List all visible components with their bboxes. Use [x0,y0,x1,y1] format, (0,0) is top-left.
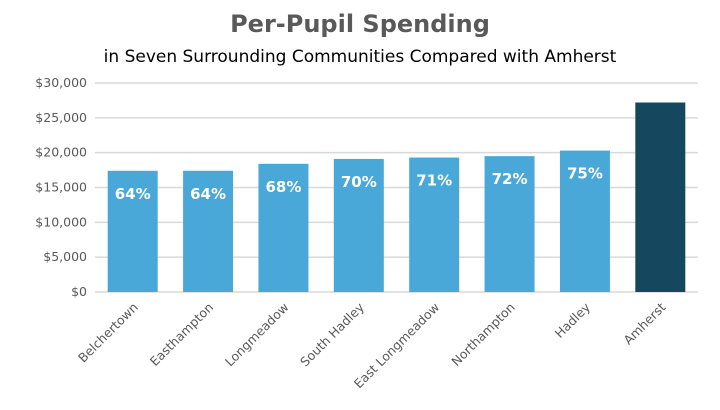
data-label: 75% [567,165,603,183]
bar [333,158,384,292]
y-tick-label: $20,000 [35,145,87,160]
bar [635,102,686,292]
x-tick-label: East Longmeadow [351,300,443,392]
y-tick-label: $30,000 [35,75,87,90]
chart-subtitle: in Seven Surrounding Communities Compare… [103,47,617,67]
bar [107,170,158,292]
y-tick-label: $15,000 [35,180,87,195]
x-tick-label: South Hadley [297,299,367,369]
y-tick-label: $25,000 [35,110,87,125]
data-label: 64% [190,185,226,203]
bar [183,170,234,292]
x-tick-label: Amherst [620,299,668,347]
bar [258,163,309,292]
x-tick-label: Longmeadow [222,300,292,370]
x-tick-label: Easthampton [147,300,216,369]
chart-title: Per-Pupil Spending [230,10,490,38]
bar [409,157,460,292]
bar [484,156,535,292]
x-tick-label: Northampton [448,300,517,369]
data-label: 68% [265,178,301,196]
data-label: 71% [416,172,452,190]
data-label: 72% [492,170,528,188]
y-tick-label: $0 [71,284,87,299]
data-label: 70% [341,173,377,191]
bar [559,150,610,292]
y-tick-label: $10,000 [35,214,87,229]
x-tick-label: Hadley [552,299,594,341]
y-tick-label: $5,000 [43,249,87,264]
x-tick-label: Belchertown [75,300,141,366]
data-label: 64% [115,185,151,203]
